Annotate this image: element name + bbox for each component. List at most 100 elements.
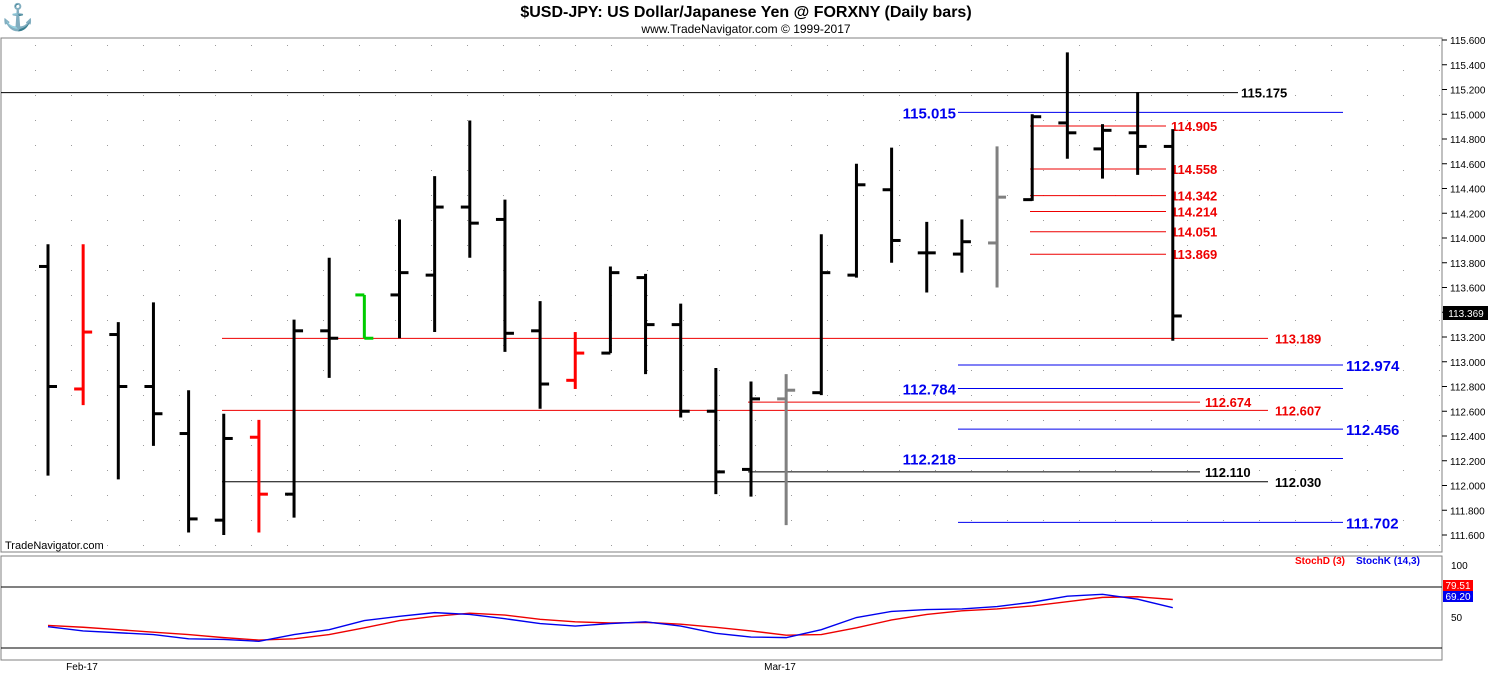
- grid-dot: [647, 120, 648, 121]
- grid-dot: [143, 245, 144, 246]
- level-label: 114.905: [1171, 119, 1217, 134]
- grid-dot: [863, 170, 864, 171]
- grid-dot: [1079, 470, 1080, 471]
- grid-dot: [215, 395, 216, 396]
- grid-dot: [251, 145, 252, 146]
- grid-dot: [35, 45, 36, 46]
- grid-dot: [899, 470, 900, 471]
- grid-dot: [1367, 120, 1368, 121]
- grid-dot: [251, 245, 252, 246]
- grid-dot: [1367, 245, 1368, 246]
- grid-dot: [431, 470, 432, 471]
- grid-dot: [35, 520, 36, 521]
- grid-dot: [575, 270, 576, 271]
- grid-dot: [395, 195, 396, 196]
- grid-dot: [755, 245, 756, 246]
- grid-dot: [1331, 445, 1332, 446]
- grid-dot: [467, 395, 468, 396]
- grid-dot: [287, 95, 288, 96]
- grid-dot: [1115, 145, 1116, 146]
- grid-dot: [71, 95, 72, 96]
- grid-dot: [1043, 245, 1044, 246]
- grid-dot: [1007, 195, 1008, 196]
- grid-dot: [1007, 295, 1008, 296]
- grid-dot: [539, 95, 540, 96]
- grid-dot: [1187, 45, 1188, 46]
- grid-dot: [1115, 220, 1116, 221]
- grid-dot: [863, 420, 864, 421]
- grid-dot: [215, 470, 216, 471]
- grid-dot: [827, 420, 828, 421]
- grid-dot: [431, 95, 432, 96]
- grid-dot: [1367, 545, 1368, 546]
- price-tick-label: 114.000: [1450, 234, 1486, 245]
- grid-dot: [1439, 195, 1440, 196]
- grid-dot: [359, 470, 360, 471]
- grid-dot: [1007, 545, 1008, 546]
- grid-dot: [683, 45, 684, 46]
- grid-dot: [1331, 545, 1332, 546]
- grid-dot: [1331, 95, 1332, 96]
- grid-dot: [503, 170, 504, 171]
- grid-dot: [683, 420, 684, 421]
- grid-dot: [971, 345, 972, 346]
- grid-dot: [935, 520, 936, 521]
- grid-dot: [107, 45, 108, 46]
- price-tick-label: 111.600: [1450, 531, 1485, 542]
- grid-dot: [359, 245, 360, 246]
- grid-dot: [1403, 45, 1404, 46]
- grid-dot: [1079, 45, 1080, 46]
- grid-dot: [971, 445, 972, 446]
- grid-dot: [1403, 70, 1404, 71]
- grid-dot: [395, 470, 396, 471]
- grid-dot: [35, 370, 36, 371]
- ohlc-bar: [671, 303, 690, 418]
- grid-dot: [971, 370, 972, 371]
- grid-dot: [1331, 120, 1332, 121]
- grid-dot: [215, 345, 216, 346]
- chart-title: $USD-JPY: US Dollar/Japanese Yen @ FORXN…: [520, 4, 971, 21]
- grid-dot: [215, 70, 216, 71]
- level-label: 115.175: [1241, 86, 1287, 101]
- ohlc-bar: [988, 146, 1007, 288]
- grid-dot: [539, 245, 540, 246]
- grid-dot: [1115, 170, 1116, 171]
- ohlc-bar: [74, 244, 93, 406]
- grid-dot: [1187, 495, 1188, 496]
- grid-dot: [1439, 145, 1440, 146]
- grid-dot: [1295, 245, 1296, 246]
- grid-dot: [287, 170, 288, 171]
- grid-dot: [179, 420, 180, 421]
- grid-dot: [1259, 395, 1260, 396]
- grid-dot: [575, 170, 576, 171]
- grid-dot: [611, 395, 612, 396]
- grid-dot: [215, 320, 216, 321]
- grid-dot: [143, 370, 144, 371]
- grid-dot: [1043, 270, 1044, 271]
- grid-dot: [899, 295, 900, 296]
- grid-dot: [1079, 70, 1080, 71]
- grid-dot: [1223, 445, 1224, 446]
- grid-dot: [539, 420, 540, 421]
- grid-dot: [179, 445, 180, 446]
- grid-dot: [899, 70, 900, 71]
- grid-dot: [1403, 520, 1404, 521]
- grid-dot: [1295, 370, 1296, 371]
- grid-dot: [359, 520, 360, 521]
- grid-dot: [899, 370, 900, 371]
- grid-dot: [575, 420, 576, 421]
- grid-dot: [1223, 95, 1224, 96]
- grid-dot: [647, 95, 648, 96]
- grid-dot: [935, 320, 936, 321]
- grid-dot: [755, 470, 756, 471]
- price-tick-label: 112.800: [1450, 383, 1486, 394]
- grid-dot: [35, 245, 36, 246]
- grid-dot: [863, 520, 864, 521]
- grid-dot: [899, 270, 900, 271]
- grid-dot: [107, 170, 108, 171]
- grid-dot: [1187, 95, 1188, 96]
- grid-dot: [1007, 170, 1008, 171]
- grid-dot: [1259, 270, 1260, 271]
- grid-dot: [827, 270, 828, 271]
- grid-dot: [1331, 420, 1332, 421]
